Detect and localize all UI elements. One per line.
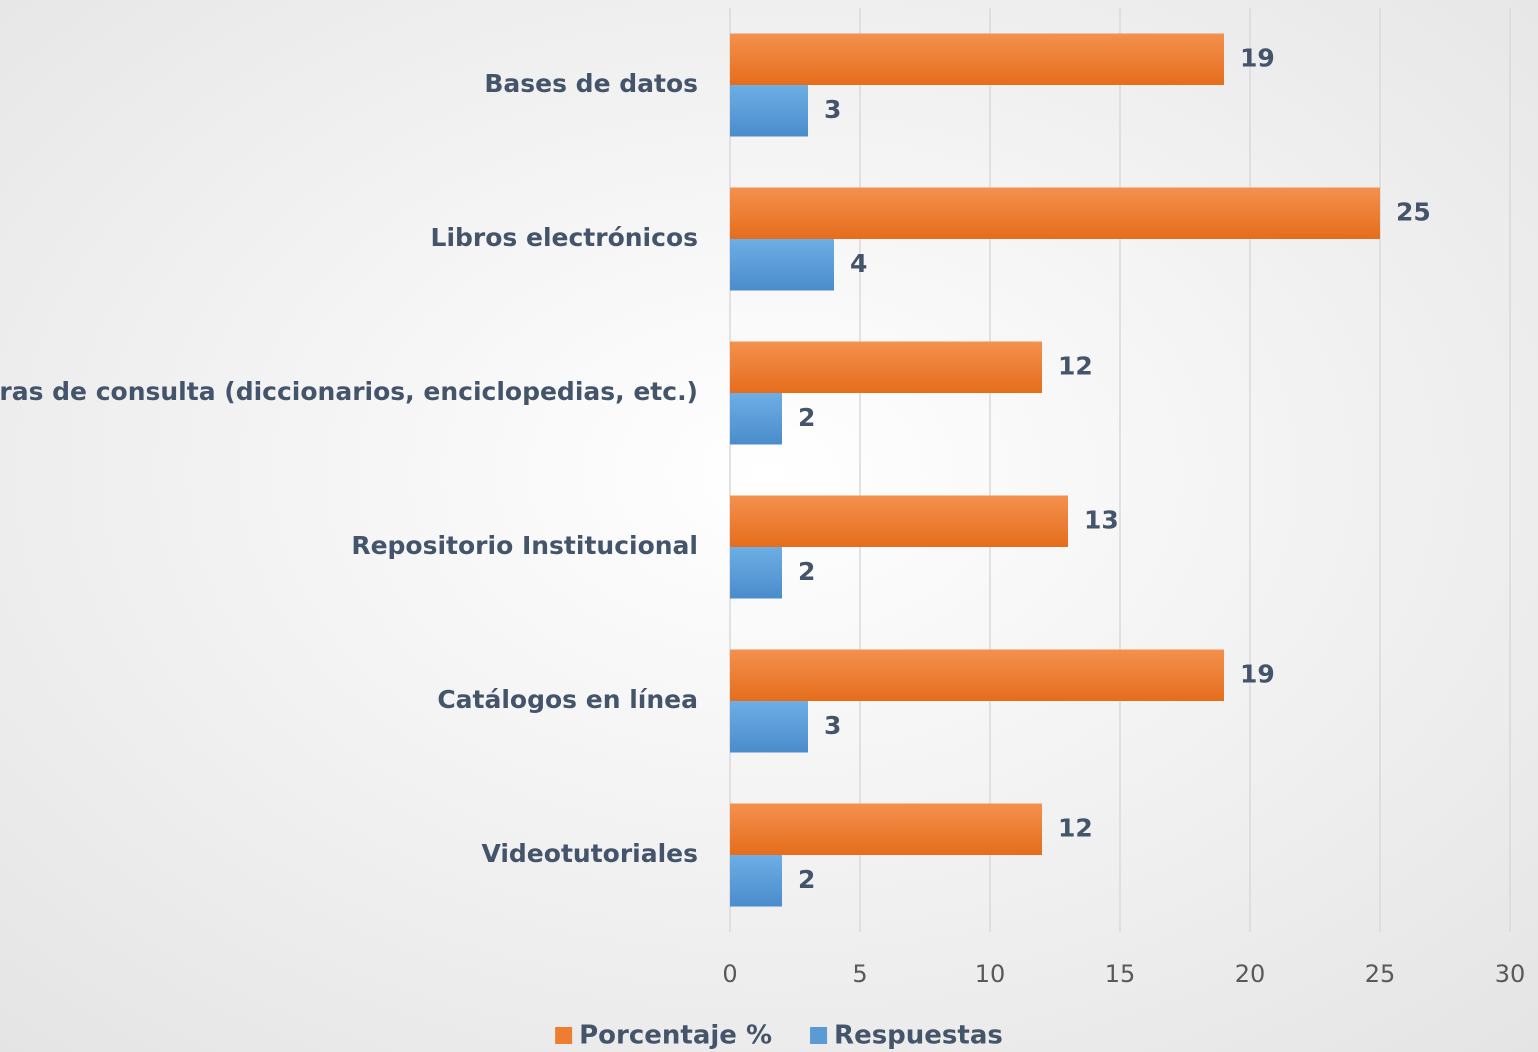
- x-tick-label: 20: [1235, 960, 1266, 988]
- legend-swatch: [810, 1027, 828, 1044]
- bar: [730, 803, 1042, 855]
- x-tick-label: 5: [852, 960, 867, 988]
- data-label: 3: [824, 95, 841, 124]
- bar: [730, 649, 1224, 701]
- bar: [730, 341, 1042, 393]
- legend-label: Porcentaje %: [579, 1021, 772, 1051]
- x-tick-label: 0: [722, 960, 737, 988]
- category-label: Catálogos en línea: [437, 685, 698, 714]
- legend-label: Respuestas: [834, 1021, 1003, 1051]
- data-label: 25: [1396, 197, 1431, 226]
- category-label: Bases de datos: [484, 69, 698, 98]
- legend-swatch: [555, 1027, 573, 1044]
- category-label: Obras de consulta (diccionarios, enciclo…: [0, 377, 698, 406]
- bar: [730, 33, 1224, 85]
- bar: [730, 393, 782, 445]
- x-tick-label: 30: [1495, 960, 1526, 988]
- bar: [730, 239, 834, 291]
- bar: [730, 85, 808, 137]
- bar: [730, 187, 1380, 239]
- data-label: 2: [798, 557, 815, 586]
- bar: [730, 547, 782, 599]
- category-label: Libros electrónicos: [431, 223, 698, 252]
- data-label: 19: [1240, 43, 1275, 72]
- data-label: 3: [824, 711, 841, 740]
- data-label: 19: [1240, 659, 1275, 688]
- bar: [730, 495, 1068, 547]
- x-tick-label: 25: [1365, 960, 1396, 988]
- bar: [730, 701, 808, 753]
- data-label: 13: [1084, 505, 1119, 534]
- data-label: 12: [1058, 813, 1093, 842]
- x-tick-label: 10: [975, 960, 1006, 988]
- data-label: 2: [798, 403, 815, 432]
- category-label: Repositorio Institucional: [351, 531, 698, 560]
- x-tick-label: 15: [1105, 960, 1136, 988]
- data-label: 4: [850, 249, 867, 278]
- bar: [730, 855, 782, 907]
- data-label: 12: [1058, 351, 1093, 380]
- data-label: 2: [798, 865, 815, 894]
- category-label: Videotutoriales: [481, 839, 698, 868]
